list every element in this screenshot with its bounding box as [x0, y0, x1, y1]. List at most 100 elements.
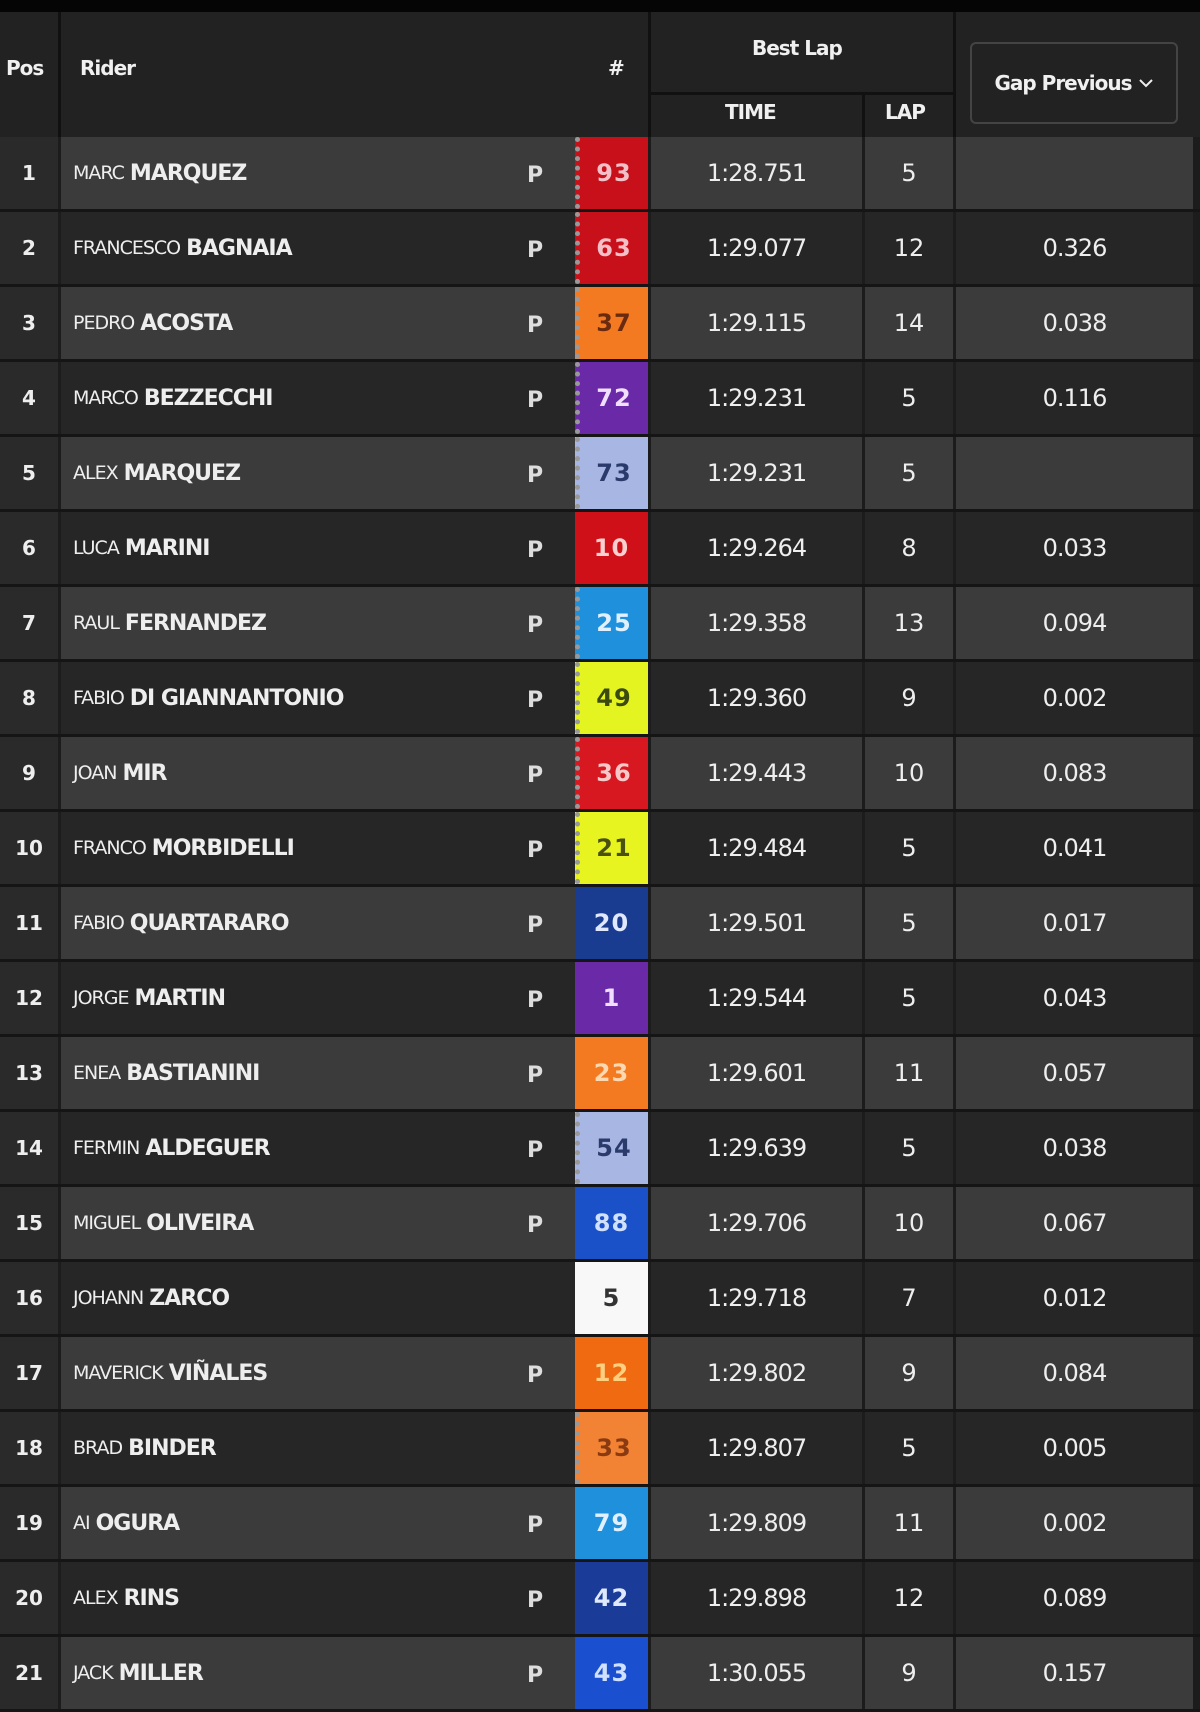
rider-first-name: FABIO	[73, 912, 125, 934]
rider-last-name: VIÑALES	[168, 1360, 269, 1386]
results-table: 1 MARC MARQUEZ P 93 1:28.751 5 2 FRANCES…	[0, 137, 1200, 1712]
gap-previous-dropdown[interactable]: Gap Previous	[970, 42, 1178, 124]
rider-last-name: OGURA	[95, 1510, 181, 1536]
rider-cell: JOAN MIR P	[61, 737, 575, 809]
position: 4	[0, 362, 58, 434]
header-lap: LAP	[885, 100, 926, 124]
best-lap-time: 1:29.443	[651, 737, 862, 809]
table-row[interactable]: 15 MIGUEL OLIVEIRA P 88 1:29.706 10 0.06…	[0, 1187, 1200, 1262]
table-row[interactable]: 13 ENEA BASTIANINI P 23 1:29.601 11 0.05…	[0, 1037, 1200, 1112]
table-row[interactable]: 7 RAUL FERNANDEZ P 25 1:29.358 13 0.094	[0, 587, 1200, 662]
position: 6	[0, 512, 58, 584]
best-lap-number: 10	[865, 1187, 953, 1259]
rider-number: 43	[575, 1637, 648, 1709]
gap-previous: 0.089	[956, 1562, 1193, 1634]
best-lap-number: 12	[865, 212, 953, 284]
table-row[interactable]: 21 JACK MILLER P 43 1:30.055 9 0.157	[0, 1637, 1200, 1712]
rider-cell: FRANCO MORBIDELLI P	[61, 812, 575, 884]
rider-number: 73	[575, 437, 648, 509]
table-row[interactable]: 1 MARC MARQUEZ P 93 1:28.751 5	[0, 137, 1200, 212]
table-row[interactable]: 20 ALEX RINS P 42 1:29.898 12 0.089	[0, 1562, 1200, 1637]
rider-number: 33	[575, 1412, 648, 1484]
p-icon: P	[527, 388, 543, 413]
best-lap-time: 1:29.231	[651, 437, 862, 509]
best-lap-time: 1:29.809	[651, 1487, 862, 1559]
best-lap-time: 1:29.544	[651, 962, 862, 1034]
gap-previous: 0.038	[956, 287, 1193, 359]
gap-previous: 0.326	[956, 212, 1193, 284]
position: 17	[0, 1337, 58, 1409]
position: 12	[0, 962, 58, 1034]
rider-last-name: MORBIDELLI	[151, 835, 295, 861]
table-row[interactable]: 16 JOHANN ZARCO 5 1:29.718 7 0.012	[0, 1262, 1200, 1337]
rider-number: 37	[575, 287, 648, 359]
top-bar	[0, 0, 1200, 12]
table-row[interactable]: 12 JORGE MARTIN P 1 1:29.544 5 0.043	[0, 962, 1200, 1037]
table-row[interactable]: 19 AI OGURA P 79 1:29.809 11 0.002	[0, 1487, 1200, 1562]
rider-last-name: BAGNAIA	[186, 235, 293, 261]
rider-cell: LUCA MARINI P	[61, 512, 575, 584]
table-row[interactable]: 3 PEDRO ACOSTA P 37 1:29.115 14 0.038	[0, 287, 1200, 362]
rider-first-name: BRAD	[73, 1437, 123, 1459]
rider-last-name: QUARTARARO	[129, 910, 290, 936]
rider-first-name: FABIO	[73, 687, 125, 709]
rider-cell: ALEX MARQUEZ P	[61, 437, 575, 509]
rider-cell: FABIO QUARTARARO P	[61, 887, 575, 959]
best-lap-number: 5	[865, 962, 953, 1034]
best-lap-number: 5	[865, 362, 953, 434]
rider-last-name: MIR	[122, 760, 167, 786]
best-lap-time: 1:29.706	[651, 1187, 862, 1259]
table-row[interactable]: 17 MAVERICK VIÑALES P 12 1:29.802 9 0.08…	[0, 1337, 1200, 1412]
table-row[interactable]: 8 FABIO DI GIANNANTONIO P 49 1:29.360 9 …	[0, 662, 1200, 737]
best-lap-time: 1:29.501	[651, 887, 862, 959]
table-row[interactable]: 6 LUCA MARINI P 10 1:29.264 8 0.033	[0, 512, 1200, 587]
table-row[interactable]: 18 BRAD BINDER 33 1:29.807 5 0.005	[0, 1412, 1200, 1487]
rider-last-name: RINS	[123, 1585, 180, 1611]
position: 14	[0, 1112, 58, 1184]
gap-previous: 0.116	[956, 362, 1193, 434]
table-row[interactable]: 14 FERMIN ALDEGUER P 54 1:29.639 5 0.038	[0, 1112, 1200, 1187]
rider-first-name: ENEA	[73, 1062, 121, 1084]
rider-cell: JACK MILLER P	[61, 1637, 575, 1709]
best-lap-number: 9	[865, 1337, 953, 1409]
table-row[interactable]: 9 JOAN MIR P 36 1:29.443 10 0.083	[0, 737, 1200, 812]
rider-number: 93	[575, 137, 648, 209]
p-icon: P	[527, 1063, 543, 1088]
table-row[interactable]: 2 FRANCESCO BAGNAIA P 63 1:29.077 12 0.3…	[0, 212, 1200, 287]
best-lap-time: 1:29.807	[651, 1412, 862, 1484]
rider-cell: JOHANN ZARCO	[61, 1262, 575, 1334]
gap-previous	[956, 437, 1193, 509]
rider-number: 12	[575, 1337, 648, 1409]
best-lap-number: 5	[865, 887, 953, 959]
rider-cell: MARCO BEZZECCHI P	[61, 362, 575, 434]
gap-previous: 0.002	[956, 1487, 1193, 1559]
table-row[interactable]: 10 FRANCO MORBIDELLI P 21 1:29.484 5 0.0…	[0, 812, 1200, 887]
rider-last-name: MILLER	[118, 1660, 204, 1686]
best-lap-number: 11	[865, 1037, 953, 1109]
table-row[interactable]: 5 ALEX MARQUEZ P 73 1:29.231 5	[0, 437, 1200, 512]
rider-last-name: ACOSTA	[140, 310, 233, 336]
rider-number: 72	[575, 362, 648, 434]
best-lap-number: 14	[865, 287, 953, 359]
rider-number: 79	[575, 1487, 648, 1559]
rider-number: 25	[575, 587, 648, 659]
p-icon: P	[527, 163, 543, 188]
gap-previous: 0.002	[956, 662, 1193, 734]
gap-previous: 0.033	[956, 512, 1193, 584]
table-row[interactable]: 11 FABIO QUARTARARO P 20 1:29.501 5 0.01…	[0, 887, 1200, 962]
rider-last-name: ALDEGUER	[145, 1135, 270, 1161]
gap-previous: 0.084	[956, 1337, 1193, 1409]
rider-first-name: ALEX	[73, 462, 119, 484]
chevron-down-icon	[1138, 79, 1153, 88]
rider-number: 88	[575, 1187, 648, 1259]
header-number: #	[608, 56, 625, 80]
best-lap-number: 5	[865, 1112, 953, 1184]
position: 2	[0, 212, 58, 284]
table-row[interactable]: 4 MARCO BEZZECCHI P 72 1:29.231 5 0.116	[0, 362, 1200, 437]
rider-first-name: MARCO	[73, 387, 139, 409]
best-lap-number: 5	[865, 812, 953, 884]
best-lap-time: 1:30.055	[651, 1637, 862, 1709]
table-header: Pos Rider # Best Lap TIME LAP Gap Previo…	[0, 12, 1200, 137]
best-lap-time: 1:29.231	[651, 362, 862, 434]
rider-cell: MAVERICK VIÑALES P	[61, 1337, 575, 1409]
